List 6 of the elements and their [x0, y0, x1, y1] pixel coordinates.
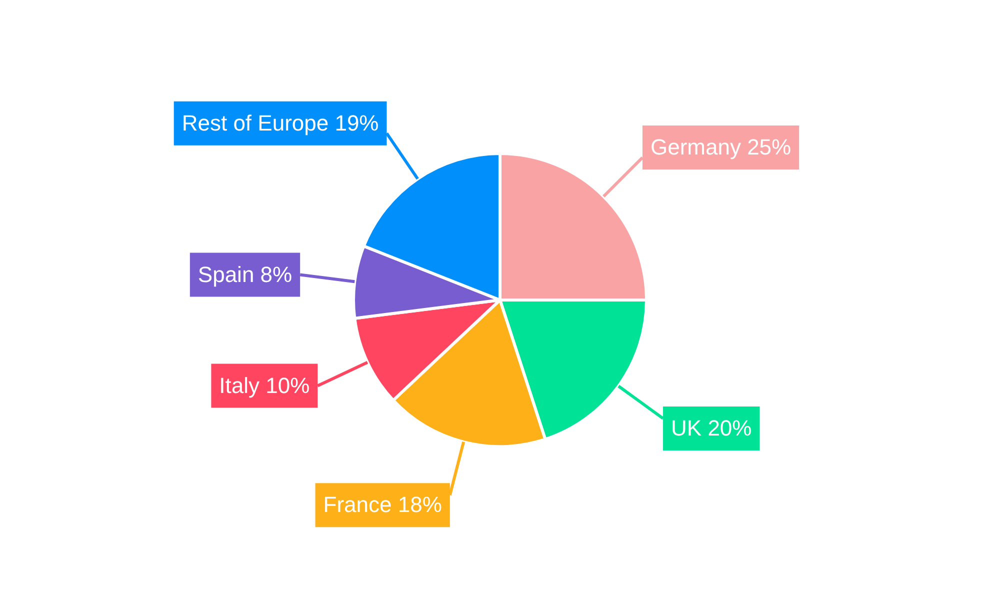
- slice-label: UK 20%: [671, 416, 752, 440]
- slice-label: Rest of Europe 19%: [182, 110, 379, 136]
- slice-label: Spain 8%: [198, 262, 292, 287]
- slice-label: Italy 10%: [219, 372, 310, 398]
- slice-label: France 18%: [323, 492, 442, 518]
- slice-label: Germany 25%: [650, 134, 792, 160]
